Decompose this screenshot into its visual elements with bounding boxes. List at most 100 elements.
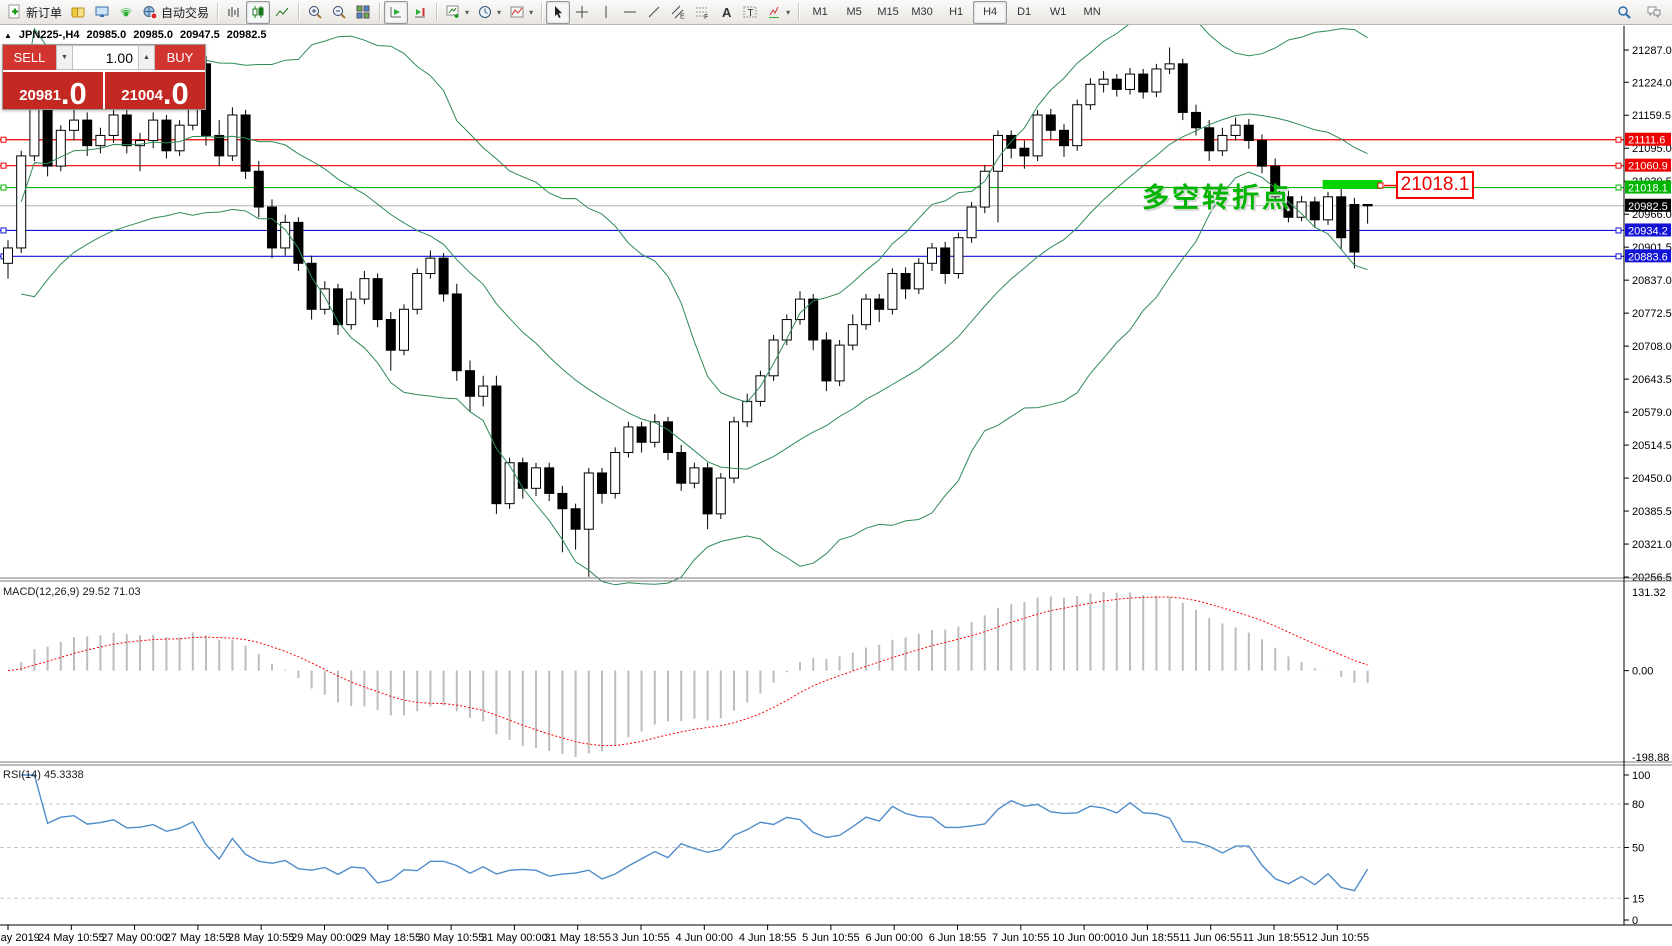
new-chart-button[interactable]: ▾ (441, 1, 473, 24)
svg-text:27 May 00:00: 27 May 00:00 (101, 932, 168, 944)
svg-text:6 Jun 00:00: 6 Jun 00:00 (865, 932, 923, 944)
tile-windows-button[interactable] (351, 1, 375, 24)
clock-icon (477, 4, 493, 20)
buy-button[interactable]: BUY (155, 45, 205, 70)
rsi-line (21, 774, 1369, 892)
new-order-button[interactable]: 新订单 (3, 1, 66, 24)
indicators-list-button[interactable]: ▾ (505, 1, 537, 24)
svg-text:131.32: 131.32 (1632, 587, 1666, 599)
signals-button[interactable] (114, 1, 138, 24)
volume-decrease-button[interactable]: ▼ (56, 45, 73, 70)
pane-separators (0, 26, 1672, 926)
timeframe-m5-button[interactable]: M5 (846, 6, 862, 18)
svg-text:27 May 18:55: 27 May 18:55 (165, 932, 232, 944)
svg-text:20708.0: 20708.0 (1632, 341, 1672, 353)
buy-price-main: 21004 (121, 87, 163, 104)
sell-price-button[interactable]: 20981.0 (3, 72, 103, 109)
svg-text:5 Jun 10:55: 5 Jun 10:55 (802, 932, 860, 944)
ohlc-close: 20982.5 (226, 29, 267, 41)
svg-text:0: 0 (1632, 915, 1638, 927)
macd-axis: 131.32 0.00 -198.88 (1624, 587, 1669, 764)
svg-text:21111.6: 21111.6 (1628, 135, 1665, 147)
cursor-icon (550, 4, 566, 20)
timeframe-mn-button[interactable]: MN (1083, 6, 1101, 18)
text-button[interactable]: A (714, 1, 738, 24)
svg-text:T: T (748, 8, 754, 19)
trendline-button[interactable] (642, 1, 666, 24)
trade-panel-top-row: SELL ▼ ▲ BUY (3, 45, 205, 70)
ohlc-open: 20985.0 (86, 29, 127, 41)
svg-text:20450.0: 20450.0 (1632, 473, 1672, 485)
toolbar-separator (217, 3, 219, 21)
price-axis: 21287.021224.021159.521095.021030.520966… (1624, 45, 1672, 584)
fibonacci-retracement-button[interactable]: F (690, 1, 714, 24)
new-order-icon (7, 4, 23, 20)
macd-signal-line (7, 596, 1368, 747)
svg-text:15: 15 (1632, 893, 1644, 905)
svg-text:7 Jun 10:55: 7 Jun 10:55 (992, 932, 1050, 944)
zoom-out-button[interactable] (327, 1, 351, 24)
channel-icon: E (670, 4, 686, 20)
chat-icon (1646, 4, 1662, 20)
buy-price-button[interactable]: 21004.0 (105, 72, 205, 109)
svg-text:31 May 00:00: 31 May 00:00 (481, 932, 548, 944)
autotrade-icon (142, 4, 158, 20)
volume-increase-button[interactable]: ▲ (138, 45, 155, 70)
rsi-indicator-label: RSI(14) 45.3338 (3, 769, 84, 781)
svg-text:10 Jun 00:00: 10 Jun 00:00 (1052, 932, 1116, 944)
timeframe-d1-button[interactable]: D1 (1017, 6, 1032, 18)
vertical-line-button[interactable] (594, 1, 618, 24)
ohlc-low: 20947.5 (180, 29, 220, 41)
timeframe-h1-button[interactable]: H1 (949, 6, 964, 18)
svg-text:3 Jun 10:55: 3 Jun 10:55 (612, 932, 670, 944)
data-window-button[interactable] (90, 1, 114, 24)
svg-text:4 Jun 18:55: 4 Jun 18:55 (739, 932, 797, 944)
profiles-button[interactable]: ▾ (473, 1, 505, 24)
buy-price-pips: .0 (162, 75, 189, 111)
auto-scroll-button[interactable] (384, 0, 409, 24)
svg-text:20837.0: 20837.0 (1632, 275, 1672, 287)
svg-text:20966.0: 20966.0 (1632, 209, 1672, 221)
timeframe-w1-button[interactable]: W1 (1049, 6, 1067, 18)
svg-text:20934.2: 20934.2 (1628, 225, 1668, 237)
chart-shift-button[interactable] (408, 1, 432, 24)
timeframe-h4-button[interactable]: H4 (973, 0, 1008, 24)
svg-text:20579.0: 20579.0 (1632, 407, 1672, 419)
chat-button[interactable] (1642, 1, 1666, 24)
indicator-icon (509, 4, 525, 20)
text-label-button[interactable]: T (738, 1, 762, 24)
line-chart-mode-button[interactable] (270, 1, 294, 24)
toolbar-separator (298, 3, 300, 21)
chevron-down-icon: ▾ (465, 7, 470, 17)
timeframe-m30-button[interactable]: M30 (911, 6, 933, 18)
volume-input[interactable] (73, 45, 138, 70)
svg-text:31 May 18:55: 31 May 18:55 (544, 932, 611, 944)
svg-text:11 Jun 18:55: 11 Jun 18:55 (1243, 932, 1306, 944)
equidistant-channel-button[interactable]: E (666, 1, 690, 24)
svg-text:21018.1: 21018.1 (1628, 183, 1668, 195)
market-watch-button[interactable] (66, 1, 90, 24)
cursor-button[interactable] (546, 0, 571, 24)
auto-trading-button[interactable]: 自动交易 (138, 1, 213, 24)
timeframe-m1-button[interactable]: M1 (812, 6, 828, 18)
timeframe-m15-button[interactable]: M15 (877, 6, 899, 18)
svg-text:21159.5: 21159.5 (1632, 110, 1671, 122)
search-button[interactable] (1612, 1, 1636, 24)
horizontal-line-button[interactable] (618, 1, 642, 24)
screen-icon (94, 4, 110, 20)
toolbar-separator (379, 3, 381, 21)
crosshair-button[interactable] (570, 1, 594, 24)
ohlc-high: 20985.0 (133, 29, 173, 41)
sell-button[interactable]: SELL (3, 45, 56, 70)
svg-text:20772.5: 20772.5 (1632, 308, 1672, 320)
candlestick-mode-button[interactable] (246, 0, 271, 24)
arrows-icon (766, 4, 782, 20)
zoom-in-button[interactable] (303, 1, 327, 24)
arrows-button[interactable]: ▾ (762, 1, 794, 24)
bar-chart-mode-button[interactable] (222, 1, 246, 24)
search-icon (1616, 4, 1632, 20)
svg-text:20982.5: 20982.5 (1628, 201, 1668, 213)
